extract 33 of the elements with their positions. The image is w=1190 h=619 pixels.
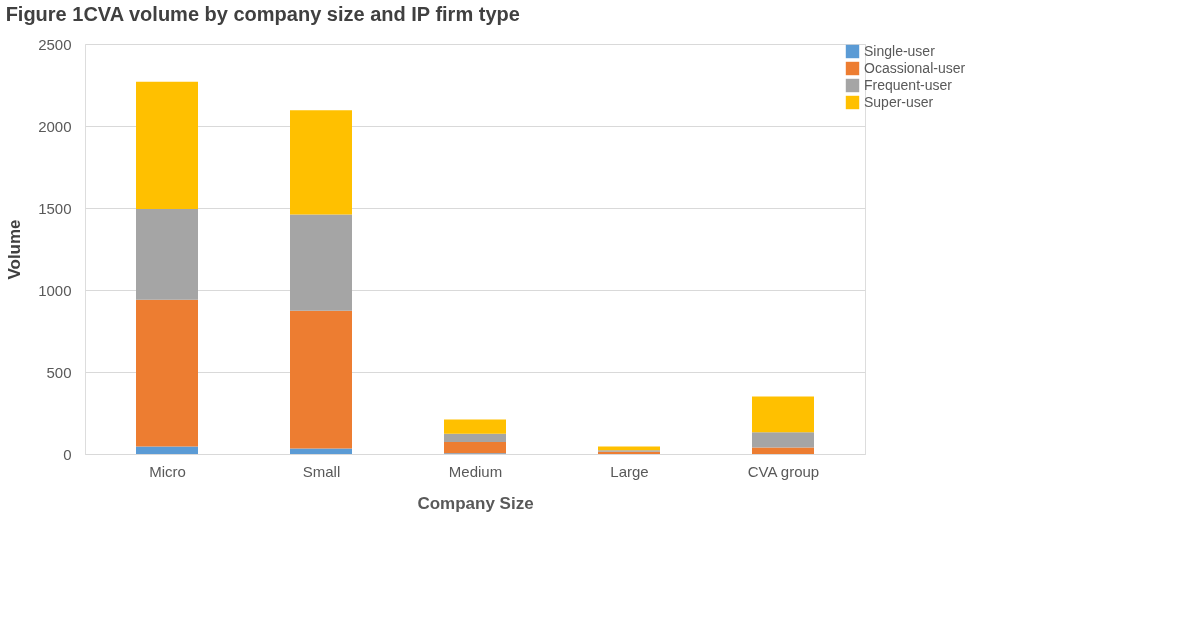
legend-label: Super-user	[864, 93, 934, 110]
y-tick-label: 0	[63, 445, 72, 463]
x-tick-label: Small	[302, 462, 341, 480]
bar	[136, 299, 198, 447]
bar	[136, 81, 198, 209]
y-tick-label: 2500	[38, 35, 72, 53]
y-tick-label: 1500	[38, 199, 72, 217]
y-tick-label: 1000	[38, 281, 72, 299]
bar	[752, 432, 814, 448]
bar	[290, 110, 352, 215]
legend-label: Frequent-user	[864, 76, 953, 93]
bar	[444, 419, 506, 434]
bar	[290, 214, 352, 311]
y-axis-title: Volume	[5, 219, 25, 280]
bar	[136, 208, 198, 300]
legend-label: Ocassional-user	[864, 59, 966, 76]
y-tick-label: 500	[46, 363, 72, 381]
bar	[444, 433, 506, 443]
x-tick-label: Micro	[149, 462, 186, 480]
bar	[290, 448, 352, 454]
bar	[136, 446, 198, 454]
x-tick-label: Medium	[448, 462, 503, 480]
chart-title: Figure 1CVA volume by company size and IP firm type	[5, 3, 520, 25]
legend-label: Single-user	[864, 42, 936, 59]
bar	[598, 446, 660, 451]
bar	[752, 396, 814, 433]
x-axis-title: Company Size	[417, 493, 534, 513]
x-tick-label: Large	[610, 462, 649, 480]
y-tick-label: 2000	[38, 117, 72, 135]
bar	[752, 447, 814, 454]
bar	[290, 310, 352, 449]
bar	[444, 442, 506, 454]
x-tick-label: CVA group	[747, 462, 820, 480]
